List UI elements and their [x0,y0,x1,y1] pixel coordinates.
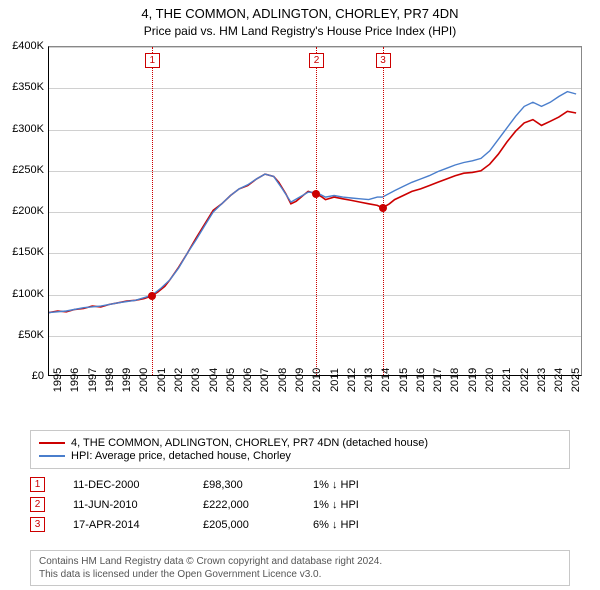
x-tick-label: 2000 [138,368,150,392]
event-line [152,47,153,375]
event-dot [148,292,156,300]
event-row: 3 17-APR-2014£205,0006% ↓ HPI [30,517,423,532]
gridline [49,295,581,296]
y-tick-label: £250K [12,164,44,176]
y-tick-label: £0 [32,370,44,382]
x-tick-label: 2019 [467,368,479,392]
title-main: 4, THE COMMON, ADLINGTON, CHORLEY, PR7 4… [0,6,600,22]
event-row-flag: 1 [30,477,45,492]
footer-line1: Contains HM Land Registry data © Crown c… [39,555,561,568]
event-dot [312,190,320,198]
event-row-delta: 1% ↓ HPI [313,479,423,491]
x-tick-label: 2022 [519,368,531,392]
event-flag: 2 [309,53,324,68]
y-tick-label: £150K [12,246,44,258]
x-tick-label: 2011 [329,368,341,392]
y-tick-label: £350K [12,81,44,93]
event-flag: 3 [376,53,391,68]
gridline [49,88,581,89]
x-tick-label: 2020 [484,368,496,392]
x-tick-label: 2013 [363,368,375,392]
x-tick-label: 1998 [104,368,116,392]
x-tick-label: 1997 [87,368,99,392]
gridline [49,336,581,337]
y-tick-label: £50K [18,329,44,341]
legend-swatch [39,442,65,444]
event-row-delta: 6% ↓ HPI [313,519,423,531]
footer-line2: This data is licensed under the Open Gov… [39,568,561,581]
x-tick-label: 2003 [190,368,202,392]
event-row-date: 11-JUN-2010 [73,499,203,511]
event-row-price: £222,000 [203,499,313,511]
event-dot [379,204,387,212]
event-row-flag: 2 [30,497,45,512]
gridline [49,130,581,131]
x-tick-label: 2001 [156,368,168,392]
x-tick-label: 1995 [52,368,64,392]
event-row-price: £98,300 [203,479,313,491]
footer-note: Contains HM Land Registry data © Crown c… [30,550,570,586]
x-tick-label: 1999 [121,368,133,392]
series-hpi [49,92,576,313]
y-tick-label: £300K [12,123,44,135]
event-row: 2 11-JUN-2010£222,0001% ↓ HPI [30,497,423,512]
event-row-price: £205,000 [203,519,313,531]
x-tick-label: 2006 [242,368,254,392]
event-row: 1 11-DEC-2000£98,3001% ↓ HPI [30,477,423,492]
y-tick-label: £100K [12,288,44,300]
gridline [49,212,581,213]
legend-label: HPI: Average price, detached house, Chor… [71,450,291,462]
title-block: 4, THE COMMON, ADLINGTON, CHORLEY, PR7 4… [0,0,600,38]
title-sub: Price paid vs. HM Land Registry's House … [0,24,600,38]
x-tick-label: 2004 [208,368,220,392]
event-row-flag: 3 [30,517,45,532]
x-tick-label: 2005 [225,368,237,392]
x-tick-label: 2018 [449,368,461,392]
x-tick-label: 2009 [294,368,306,392]
x-tick-label: 2010 [311,368,323,392]
x-tick-label: 2012 [346,368,358,392]
y-tick-label: £400K [12,40,44,52]
legend-row: HPI: Average price, detached house, Chor… [39,450,561,462]
x-tick-label: 1996 [69,368,81,392]
event-row-date: 11-DEC-2000 [73,479,203,491]
legend-row: 4, THE COMMON, ADLINGTON, CHORLEY, PR7 4… [39,437,561,449]
x-tick-label: 2007 [259,368,271,392]
events-table: 1 11-DEC-2000£98,3001% ↓ HPI 2 11-JUN-2010£… [30,472,423,537]
event-flag: 1 [145,53,160,68]
event-row-delta: 1% ↓ HPI [313,499,423,511]
gridline [49,47,581,48]
x-tick-label: 2021 [501,368,513,392]
x-tick-label: 2016 [415,368,427,392]
plot-area: 1 2 3 [48,46,582,376]
legend: 4, THE COMMON, ADLINGTON, CHORLEY, PR7 4… [30,430,570,469]
x-tick-label: 2014 [380,368,392,392]
x-tick-label: 2002 [173,368,185,392]
legend-swatch [39,455,65,457]
gridline [49,253,581,254]
x-tick-label: 2023 [536,368,548,392]
x-tick-label: 2017 [432,368,444,392]
event-line [316,47,317,375]
x-tick-label: 2025 [570,368,582,392]
legend-label: 4, THE COMMON, ADLINGTON, CHORLEY, PR7 4… [71,437,428,449]
chart-container: 4, THE COMMON, ADLINGTON, CHORLEY, PR7 4… [0,0,600,590]
x-tick-label: 2008 [277,368,289,392]
y-tick-label: £200K [12,205,44,217]
x-tick-label: 2024 [553,368,565,392]
x-tick-label: 2015 [398,368,410,392]
event-row-date: 17-APR-2014 [73,519,203,531]
gridline [49,171,581,172]
